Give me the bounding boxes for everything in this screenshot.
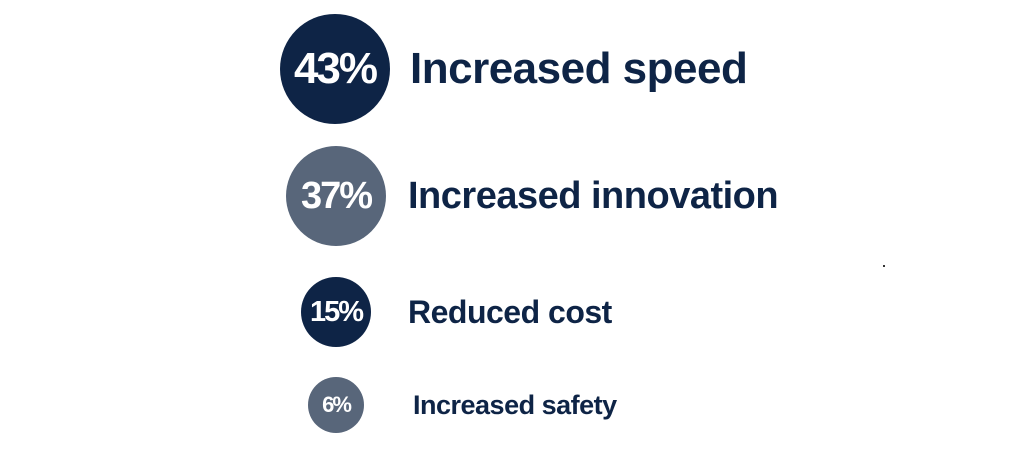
item-label-2: Reduced cost — [408, 294, 612, 330]
value-circle-3: 6% — [308, 377, 364, 433]
value-circle-2: 15% — [301, 277, 371, 347]
value-circle-1: 37% — [286, 146, 386, 246]
stray-dot — [883, 265, 885, 267]
item-label-1: Increased innovation — [408, 175, 779, 217]
value-label-1: 37% — [300, 174, 373, 217]
item-label-0: Increased speed — [410, 44, 748, 93]
value-circle-0: 43% — [280, 14, 390, 124]
value-label-2: 15% — [309, 295, 364, 328]
value-label-3: 6% — [322, 392, 352, 417]
item-label-3: Increased safety — [413, 389, 617, 420]
value-label-0: 43% — [293, 44, 378, 93]
